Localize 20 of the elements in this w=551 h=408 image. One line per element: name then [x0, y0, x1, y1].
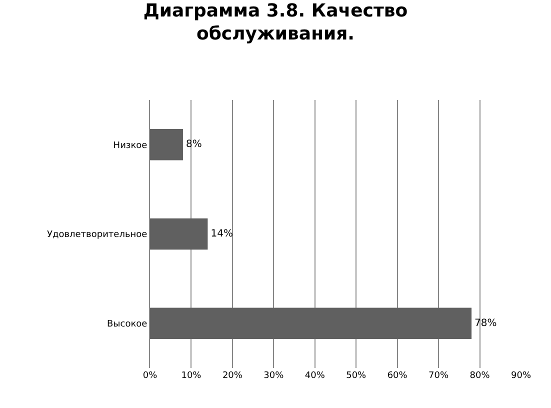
chart-title: Диаграмма 3.8. Качество обслуживания. — [143, 0, 408, 45]
x-tick-label: 80% — [470, 371, 490, 381]
data-label: 14% — [210, 228, 233, 240]
x-tick-label: 50% — [346, 371, 367, 381]
data-label: 78% — [474, 318, 497, 329]
bar — [150, 308, 472, 339]
y-tick-label: Высокое — [106, 319, 148, 330]
x-tick-label: 60% — [387, 371, 408, 381]
x-tick-label: 10% — [181, 371, 202, 381]
bar — [150, 129, 183, 160]
x-tick-label: 20% — [222, 371, 243, 381]
x-tick-label: 0% — [142, 371, 158, 381]
data-label: 8% — [186, 139, 202, 150]
x-tick-label: 70% — [428, 371, 450, 381]
bar — [150, 218, 208, 250]
y-tick-label: Удовлетворительное — [47, 230, 148, 240]
x-tick-label: 30% — [264, 371, 284, 381]
y-tick-label: Низкое — [113, 140, 148, 151]
x-tick-label: 90% — [510, 371, 532, 381]
x-tick-label: 40% — [304, 371, 326, 381]
